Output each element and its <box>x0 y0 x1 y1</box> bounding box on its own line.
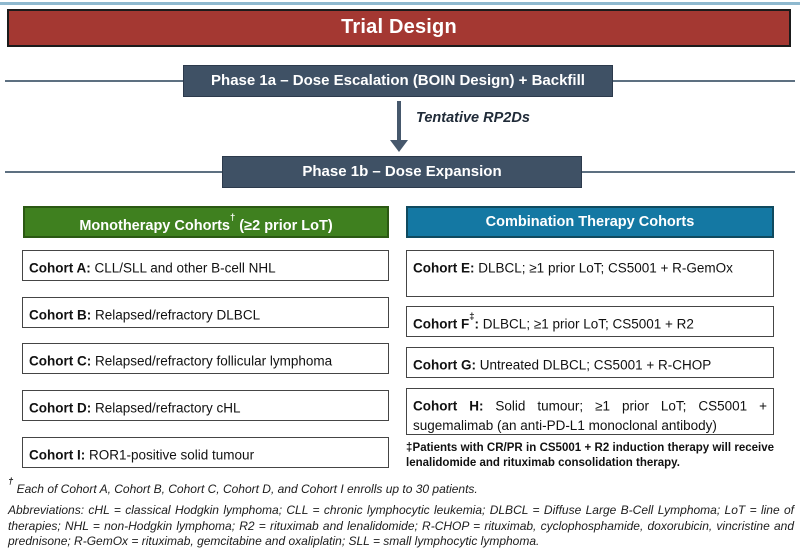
cohort-name: Cohort H <box>413 398 479 414</box>
cohort-colon: : <box>86 400 92 416</box>
down-arrow-icon <box>397 101 401 141</box>
cohort-i-box: Cohort I: ROR1-positive solid tumour <box>22 437 389 468</box>
cohort-name: Cohort I <box>29 447 81 463</box>
cohort-colon: : <box>470 260 475 276</box>
cohort-f-box: Cohort F‡: DLBCL; ≥1 prior LoT; CS5001 +… <box>406 306 774 337</box>
cohort-d-box: Cohort D: Relapsed/refractory cHL <box>22 390 389 421</box>
phase1b-box: Phase 1b – Dose Expansion <box>222 156 582 188</box>
cohort-desc: Relapsed/refractory cHL <box>91 400 241 416</box>
cohort-desc: Relapsed/refractory follicular lymphoma <box>91 353 333 369</box>
cohort-name: Cohort B <box>29 307 87 323</box>
cohort-b-box: Cohort B: Relapsed/refractory DLBCL <box>22 297 389 328</box>
cohort-desc: DLBCL; ≥1 prior LoT; CS5001 + R-GemOx <box>474 260 733 276</box>
dagger-footnote: † Each of Cohort A, Cohort B, Cohort C, … <box>8 476 788 496</box>
combination-header-text: Combination Therapy Cohorts <box>485 214 695 230</box>
cohort-desc: Solid tumour; ≥1 prior LoT; CS5001 + sug… <box>413 398 767 433</box>
combination-header: Combination Therapy Cohorts <box>406 206 774 238</box>
abbreviations-text: Abbreviations: cHL = classical Hodgkin l… <box>8 503 794 548</box>
phase1a-label: Phase 1a – Dose Escalation (BOIN Design)… <box>211 72 585 89</box>
phase1b-label: Phase 1b – Dose Expansion <box>302 163 502 180</box>
cohort-sup: ‡ <box>469 311 475 322</box>
double-dagger-footnote: ‡Patients with CR/PR in CS5001 + R2 indu… <box>406 442 774 469</box>
cohort-h-box: Cohort H: Solid tumour; ≥1 prior LoT; CS… <box>406 388 774 435</box>
cohort-colon: : <box>86 260 91 276</box>
page-title: Trial Design <box>7 9 791 47</box>
cohort-colon: : <box>471 357 477 373</box>
cohort-colon: : <box>474 316 480 332</box>
dagger-footnote-symbol: † <box>8 476 14 487</box>
monotherapy-header-suffix: (≥2 prior LoT) <box>235 217 333 234</box>
dagger-footnote-text: Each of Cohort A, Cohort B, Cohort C, Co… <box>13 482 478 496</box>
cohort-e-box: Cohort E: DLBCL; ≥1 prior LoT; CS5001 + … <box>406 250 774 297</box>
cohort-name: Cohort A <box>29 260 87 276</box>
monotherapy-header-dagger: † <box>229 212 236 223</box>
cohort-name: Cohort F <box>413 316 470 332</box>
page-title-text: Trial Design <box>341 16 457 38</box>
cohort-desc: ROR1-positive solid tumour <box>85 447 255 463</box>
cohort-name: Cohort E <box>413 260 470 276</box>
cohort-g-box: Cohort G: Untreated DLBCL; CS5001 + R-CH… <box>406 347 774 378</box>
cohort-desc: Untreated DLBCL; CS5001 + R-CHOP <box>476 357 712 373</box>
cohort-name: Cohort G <box>413 357 472 373</box>
cohort-desc: Relapsed/refractory DLBCL <box>91 307 261 323</box>
cohort-desc: CLL/SLL and other B-cell NHL <box>90 260 276 276</box>
tentative-rp2ds-label: Tentative RP2Ds <box>416 110 530 126</box>
cohort-colon: : <box>86 353 92 369</box>
cohort-colon: : <box>86 307 92 323</box>
down-arrow-head-icon <box>390 140 408 152</box>
monotherapy-header-text: Monotherapy Cohorts <box>79 217 230 234</box>
monotherapy-header: Monotherapy Cohorts† (≥2 prior LoT) <box>23 206 389 238</box>
cohort-name: Cohort D <box>29 400 87 416</box>
top-accent-line <box>0 2 800 5</box>
cohort-a-box: Cohort A: CLL/SLL and other B-cell NHL <box>22 250 389 281</box>
cohort-colon: : <box>80 447 86 463</box>
cohort-c-box: Cohort C: Relapsed/refractory follicular… <box>22 343 389 374</box>
phase1a-box: Phase 1a – Dose Escalation (BOIN Design)… <box>183 65 613 97</box>
cohort-colon: : <box>478 398 484 414</box>
cohort-desc: DLBCL; ≥1 prior LoT; CS5001 + R2 <box>479 316 694 332</box>
cohort-name: Cohort C <box>29 353 87 369</box>
